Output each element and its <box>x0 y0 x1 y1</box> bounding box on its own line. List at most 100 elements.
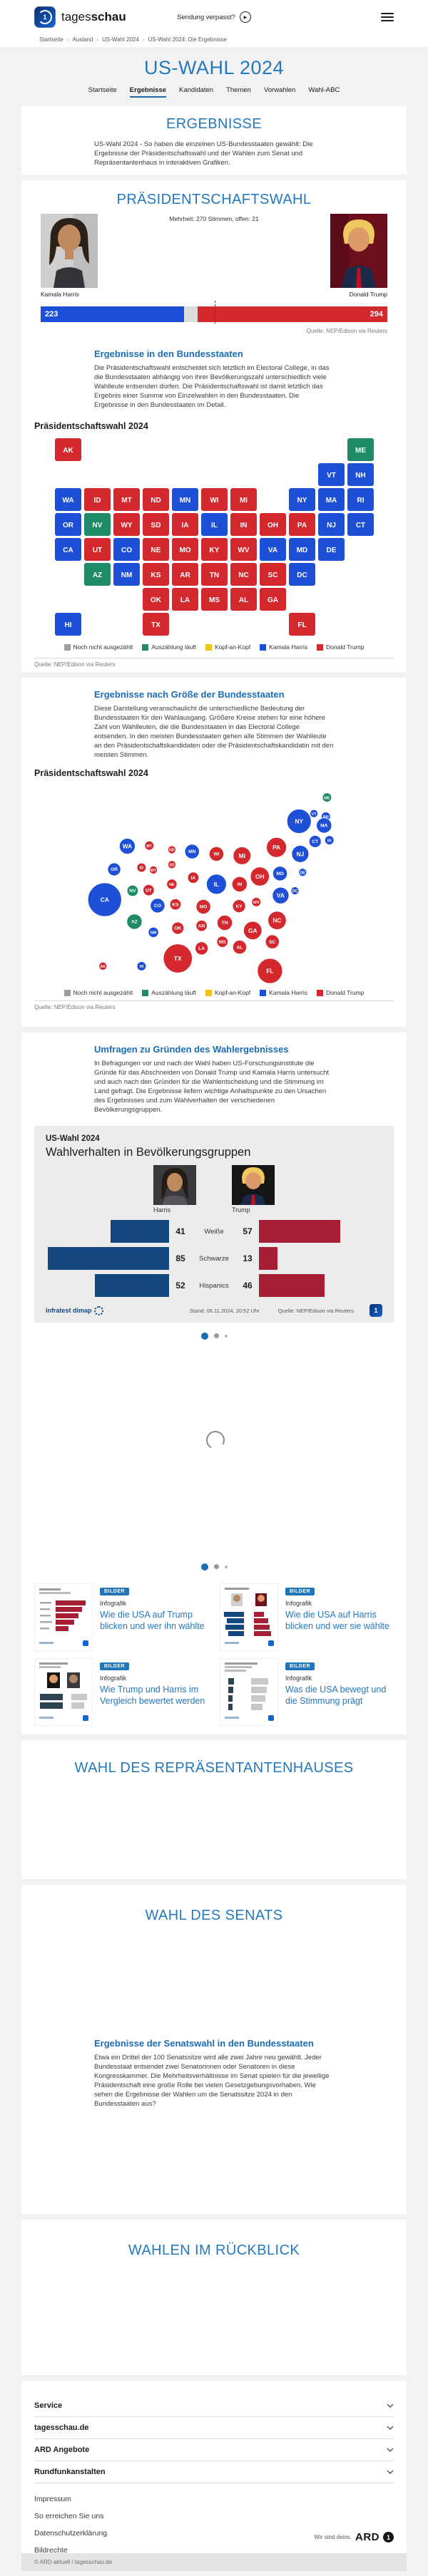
state-bubble-MO[interactable]: MO <box>195 899 211 915</box>
state-bubble-VT[interactable]: VT <box>309 809 318 818</box>
state-bubble-NM[interactable]: NM <box>147 926 159 938</box>
state-bubble-WY[interactable]: WY <box>148 865 158 874</box>
state-bubble-OH[interactable]: OH <box>250 867 270 886</box>
state-SC[interactable]: SC <box>259 563 286 586</box>
footer-accordion-rundfunkanstalten[interactable]: Rundfunkanstalten <box>34 2461 394 2483</box>
footer-accordion-tagesschau[interactable]: tagesschau.de <box>34 2417 394 2439</box>
state-bubble-RI[interactable]: RI <box>324 835 335 846</box>
state-bubble-MN[interactable]: MN <box>184 844 200 859</box>
state-MN[interactable]: MN <box>171 488 198 511</box>
state-bubble-WI[interactable]: WI <box>208 846 224 862</box>
state-bubble-WV[interactable]: WV <box>250 897 261 907</box>
state-VT[interactable]: VT <box>317 463 345 486</box>
state-bubble-NE[interactable]: NE <box>165 879 177 890</box>
tab-wahl-abc[interactable]: Wahl-ABC <box>308 86 340 94</box>
state-FL[interactable]: FL <box>288 613 315 636</box>
state-AZ[interactable]: AZ <box>83 563 111 586</box>
tab-kandidaten[interactable]: Kandidaten <box>179 86 214 94</box>
tab-vorwahlen[interactable]: Vorwahlen <box>263 86 296 94</box>
state-bubble-SD[interactable]: SD <box>167 860 176 869</box>
teaser-vergleich[interactable]: BILDER Infografik Wie Trump und Harris i… <box>34 1658 208 1726</box>
state-DC[interactable]: DC <box>288 563 315 586</box>
state-CA[interactable]: CA <box>54 538 81 561</box>
state-bubble-LA[interactable]: LA <box>194 941 208 956</box>
state-bubble-CT[interactable]: CT <box>308 834 322 848</box>
breadcrumb-item-ausland[interactable]: Ausland <box>72 36 93 43</box>
state-DE[interactable]: DE <box>317 538 345 561</box>
state-NY[interactable]: NY <box>288 488 315 511</box>
teaser-stimmung[interactable]: BILDER Infografik Was die USA bewegt und… <box>220 1658 394 1726</box>
state-bubble-NY[interactable]: NY <box>286 809 312 834</box>
state-bubble-OR[interactable]: OR <box>107 862 121 876</box>
carousel-dot[interactable] <box>213 1333 219 1339</box>
carousel-dot[interactable] <box>213 1564 219 1570</box>
state-WY[interactable]: WY <box>113 513 140 536</box>
state-bubble-IL[interactable]: IL <box>205 874 227 895</box>
state-NV[interactable]: NV <box>83 513 111 536</box>
state-IN[interactable]: IN <box>230 513 257 536</box>
state-bubble-NV[interactable]: NV <box>126 884 138 897</box>
state-bubble-OK[interactable]: OK <box>170 921 184 935</box>
state-bubble-MS[interactable]: MS <box>216 936 228 948</box>
state-OH[interactable]: OH <box>259 513 286 536</box>
state-CT[interactable]: CT <box>347 513 374 536</box>
state-MT[interactable]: MT <box>113 488 140 511</box>
state-bubble-IA[interactable]: IA <box>187 871 199 884</box>
state-MS[interactable]: MS <box>200 588 228 611</box>
state-KS[interactable]: KS <box>142 563 169 586</box>
state-HI[interactable]: HI <box>54 613 81 636</box>
state-MA[interactable]: MA <box>317 488 345 511</box>
state-bubble-KS[interactable]: KS <box>169 898 181 911</box>
state-IA[interactable]: IA <box>171 513 198 536</box>
state-bubble-WA[interactable]: WA <box>118 837 136 854</box>
state-NE[interactable]: NE <box>142 538 169 561</box>
footer-link-datenschutz[interactable]: Datenschutzerklärung <box>34 2529 108 2538</box>
state-ID[interactable]: ID <box>83 488 111 511</box>
state-MI[interactable]: MI <box>230 488 257 511</box>
state-NJ[interactable]: NJ <box>317 513 345 536</box>
state-TN[interactable]: TN <box>200 563 228 586</box>
state-bubble-FL[interactable]: FL <box>256 958 282 983</box>
carousel-dot-active[interactable] <box>200 1563 208 1571</box>
tab-ergebnisse[interactable]: Ergebnisse <box>129 86 167 98</box>
state-bubble-VA[interactable]: VA <box>271 886 289 904</box>
state-bubble-PA[interactable]: PA <box>265 837 287 858</box>
footer-link-impressum[interactable]: Impressum <box>34 2495 71 2503</box>
state-VA[interactable]: VA <box>259 538 286 561</box>
state-bubble-KY[interactable]: KY <box>232 899 246 914</box>
breadcrumb-item-startseite[interactable]: Startseite <box>39 36 63 43</box>
state-RI[interactable]: RI <box>347 488 374 511</box>
state-IL[interactable]: IL <box>200 513 228 536</box>
carousel-dot-active[interactable] <box>200 1332 208 1340</box>
state-bubble-ND[interactable]: ND <box>167 845 176 854</box>
teaser-trump-profil[interactable]: BILDER Infografik Wie die USA auf Trump … <box>34 1583 208 1651</box>
state-bubble-TN[interactable]: TN <box>216 914 233 931</box>
footer-accordion-service[interactable]: Service <box>34 2395 394 2417</box>
state-bubble-AK[interactable]: AK <box>98 961 107 971</box>
state-bubble-MI[interactable]: MI <box>232 846 251 865</box>
state-bubble-HI[interactable]: HI <box>136 961 146 971</box>
state-CO[interactable]: CO <box>113 538 140 561</box>
breadcrumb-item-uswahl[interactable]: US-Wahl 2024 <box>102 36 139 43</box>
state-bubble-CO[interactable]: CO <box>149 898 165 914</box>
state-PA[interactable]: PA <box>288 513 315 536</box>
state-KY[interactable]: KY <box>200 538 228 561</box>
state-AK[interactable]: AK <box>54 438 81 461</box>
state-OK[interactable]: OK <box>142 588 169 611</box>
state-GA[interactable]: GA <box>259 588 286 611</box>
state-UT[interactable]: UT <box>83 538 111 561</box>
state-bubble-SC[interactable]: SC <box>265 934 280 949</box>
carousel-dot[interactable] <box>224 1565 228 1568</box>
state-ND[interactable]: ND <box>142 488 169 511</box>
state-WA[interactable]: WA <box>54 488 81 511</box>
state-bubble-TX[interactable]: TX <box>163 943 193 973</box>
footer-accordion-ard-angebote[interactable]: ARD Angebote <box>34 2439 394 2461</box>
tab-startseite[interactable]: Startseite <box>88 86 117 94</box>
footer-link-kontakt[interactable]: So erreichen Sie uns <box>34 2512 104 2520</box>
state-MD[interactable]: MD <box>288 538 315 561</box>
state-NM[interactable]: NM <box>113 563 140 586</box>
state-bubble-AR[interactable]: AR <box>195 919 208 932</box>
state-bubble-MT[interactable]: MT <box>143 840 154 851</box>
state-SD[interactable]: SD <box>142 513 169 536</box>
state-OR[interactable]: OR <box>54 513 81 536</box>
